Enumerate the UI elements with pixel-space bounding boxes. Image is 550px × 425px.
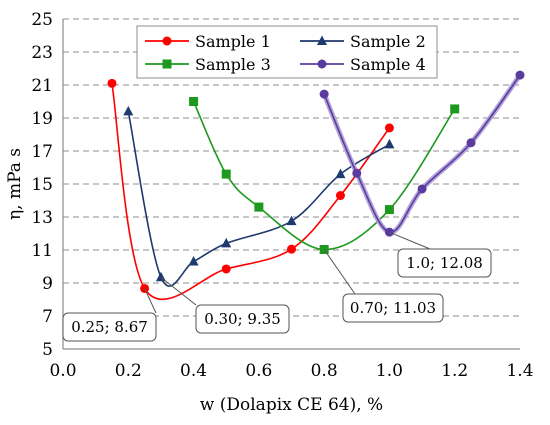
legend-label: Sample 2: [350, 32, 426, 51]
y-tick-label: 11: [31, 241, 53, 261]
legend-label: Sample 4: [350, 55, 426, 74]
callout-box: [195, 304, 290, 334]
legend: Sample 1 Sample 2 Sample 3 Sample 4: [136, 25, 438, 79]
data-point: [254, 202, 264, 212]
data-point: [384, 205, 394, 215]
data-point: [221, 237, 232, 248]
x-tick-label: 0.6: [245, 361, 272, 381]
callout-leader: [160, 276, 197, 306]
y-tick-label: 15: [31, 175, 53, 195]
x-tick-label: 0.2: [115, 361, 142, 381]
data-point: [286, 215, 297, 226]
callout-box: [342, 293, 444, 323]
y-tick-label: 17: [31, 142, 53, 162]
legend-box: [136, 25, 438, 79]
legend-item-1: Sample 1: [145, 32, 271, 51]
annotations: 0.25; 8.67 0.30; 9.35 0.70; 11.03 1.0; 12.0…: [62, 231, 492, 342]
y-tick-label: 7: [42, 307, 53, 327]
annotation-callout: 0.25; 8.67: [62, 288, 157, 342]
data-point: [221, 264, 231, 274]
y-tick-label: 13: [31, 208, 53, 228]
callout-label: 1.0; 12.08: [406, 254, 483, 272]
y-tick-label: 25: [31, 10, 53, 30]
legend-swatch-marker: [162, 59, 172, 69]
tick-labels: 5 7 9 11 13 15 17 19 21 23 25 0.0 0.2 0.4 0.6 0.8 1.0 1.2…: [31, 10, 533, 381]
series-lines: [107, 70, 525, 301]
axes: [62, 19, 520, 350]
legend-item-2: Sample 2: [300, 32, 426, 51]
callout-leader: [389, 231, 431, 250]
data-point: [384, 138, 395, 149]
callout-box: [397, 248, 492, 278]
annotation-callout: 1.0; 12.08: [389, 231, 492, 278]
series-line: [323, 74, 521, 233]
callout-label: 0.30; 9.35: [204, 310, 281, 328]
x-axis-label: w (Dolapix CE 64), %: [200, 395, 383, 415]
y-axis-label: η, mPa s: [5, 148, 25, 220]
y-tick-label: 19: [31, 109, 53, 129]
series-line-halo: [321, 72, 523, 235]
data-point: [417, 184, 427, 194]
series-1: [107, 78, 394, 301]
series-line: [111, 83, 391, 301]
x-tick-label: 0.8: [311, 361, 338, 381]
callout-label: 0.25; 8.67: [71, 318, 148, 336]
callout-leader: [144, 288, 157, 314]
x-tick-label: 0.0: [49, 361, 76, 381]
data-point: [384, 123, 394, 133]
series-3: [189, 97, 460, 255]
data-point: [515, 70, 525, 80]
data-point: [335, 191, 345, 201]
legend-swatch-marker: [162, 36, 172, 46]
series-line: [127, 111, 390, 287]
data-point: [450, 104, 460, 114]
y-tick-label: 23: [31, 43, 53, 63]
annotation-callout: 0.30; 9.35: [160, 276, 290, 334]
x-tick-label: 1.2: [441, 361, 468, 381]
series-2: [123, 105, 395, 287]
callout-label: 0.70; 11.03: [350, 299, 436, 317]
x-tick-label: 1.4: [506, 361, 533, 381]
legend-swatch-marker: [317, 35, 327, 45]
data-point: [466, 138, 476, 148]
legend-label: Sample 3: [195, 55, 271, 74]
data-point: [189, 97, 199, 106]
series-line: [192, 101, 456, 251]
data-point: [188, 256, 199, 266]
data-point: [221, 169, 231, 179]
callout-box: [62, 312, 157, 342]
y-tick-label: 9: [42, 274, 53, 294]
y-tick-label: 21: [31, 76, 53, 96]
annotation-callout: 0.70; 11.03: [323, 249, 444, 323]
legend-label: Sample 1: [195, 32, 271, 51]
series-4: [319, 70, 525, 237]
legend-swatch-marker: [317, 59, 327, 69]
data-point: [319, 89, 329, 99]
data-point: [123, 105, 134, 116]
legend-item-3: Sample 3: [145, 55, 271, 74]
data-point: [287, 244, 296, 254]
data-point: [352, 168, 362, 178]
data-point: [107, 78, 117, 88]
callout-leader: [323, 249, 356, 295]
x-tick-label: 0.4: [180, 361, 207, 381]
x-tick-label: 1.0: [376, 361, 403, 381]
legend-item-4: Sample 4: [300, 55, 426, 74]
y-tick-label: 5: [42, 340, 53, 360]
data-point: [335, 168, 346, 179]
